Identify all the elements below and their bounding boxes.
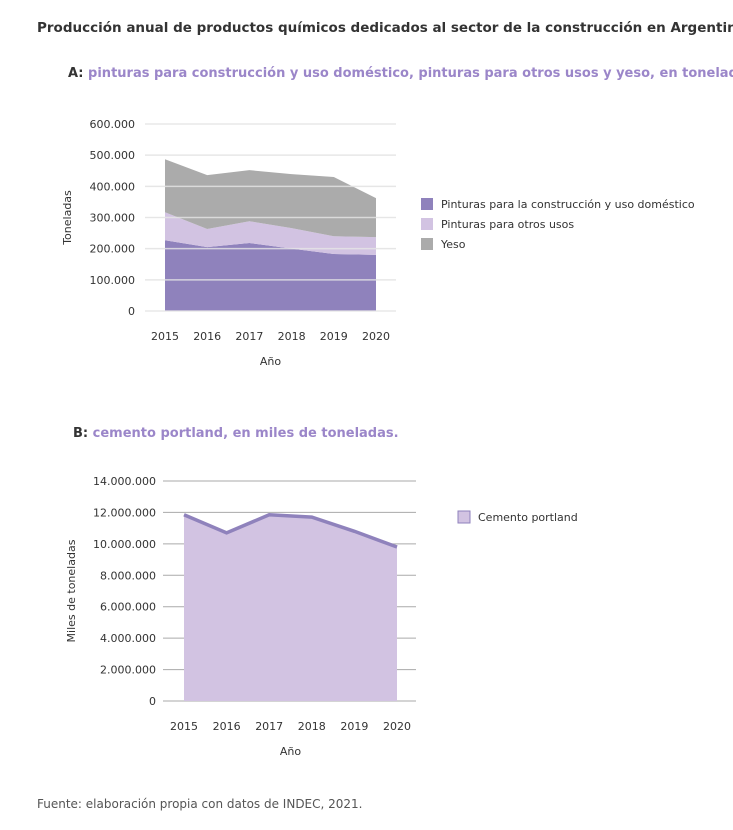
a-area-1 <box>165 212 376 255</box>
a-legend-swatch <box>421 218 433 230</box>
a-x-tick-label: 2015 <box>151 330 179 343</box>
chart-b-subtitle: B: cemento portland, en miles de tonelad… <box>73 426 399 441</box>
b-y-tick-label: 14.000.000 <box>93 475 156 488</box>
a-y-tick-label: 200.000 <box>90 243 136 256</box>
b-y-tick-label: 8.000.000 <box>100 569 156 582</box>
b-x-tick-label: 2016 <box>213 720 241 733</box>
b-y-axis-title: Miles de toneladas <box>65 539 78 642</box>
chart-a-subtitle: A: pinturas para construcción y uso domé… <box>68 66 733 81</box>
b-y-tick-label: 12.000.000 <box>93 506 156 519</box>
b-legend-swatch <box>457 510 471 524</box>
b-x-tick-label: 2015 <box>170 720 198 733</box>
chart-a-prefix: A: <box>68 66 84 81</box>
source-note: Fuente: elaboración propia con datos de … <box>37 797 363 811</box>
a-y-tick-label: 300.000 <box>90 212 136 225</box>
chart-b-prefix: B: <box>73 426 89 441</box>
b-x-tick-label: 2017 <box>255 720 283 733</box>
b-legend-label: Cemento portland <box>478 511 578 524</box>
a-x-axis-title: Año <box>260 355 281 368</box>
a-x-tick-label: 2018 <box>278 330 306 343</box>
b-y-tick-label: 6.000.000 <box>100 601 156 614</box>
b-y-tick-label: 10.000.000 <box>93 538 156 551</box>
a-x-tick-label: 2017 <box>235 330 263 343</box>
b-y-tick-label: 4.000.000 <box>100 632 156 645</box>
a-y-tick-label: 400.000 <box>90 180 136 193</box>
a-legend-label: Pinturas para la construcción y uso domé… <box>441 198 695 211</box>
b-area-0 <box>184 514 397 701</box>
a-area-0 <box>165 240 376 311</box>
page-title: Producción anual de productos químicos d… <box>37 20 733 36</box>
b-x-tick-label: 2019 <box>340 720 368 733</box>
b-series-line <box>183 513 398 549</box>
a-legend-swatch <box>421 198 433 210</box>
a-legend-label: Pinturas para otros usos <box>441 218 574 231</box>
a-x-tick-label: 2019 <box>320 330 348 343</box>
chart-b-title: cemento portland, en miles de toneladas. <box>92 426 399 441</box>
b-x-tick-label: 2020 <box>383 720 411 733</box>
a-legend-label: Yeso <box>440 238 466 251</box>
a-y-tick-label: 0 <box>128 305 135 318</box>
a-legend-swatch <box>421 238 433 250</box>
b-x-axis-title: Año <box>280 745 301 758</box>
a-y-axis-title: Toneladas <box>61 190 74 246</box>
a-x-tick-label: 2020 <box>362 330 390 343</box>
a-y-tick-label: 600.000 <box>90 118 136 131</box>
a-y-tick-label: 100.000 <box>90 274 136 287</box>
b-y-tick-label: 0 <box>149 695 156 708</box>
a-x-tick-label: 2016 <box>193 330 221 343</box>
b-y-tick-label: 2.000.000 <box>100 664 156 677</box>
a-y-tick-label: 500.000 <box>90 149 136 162</box>
b-x-tick-label: 2018 <box>298 720 326 733</box>
chart-a-title: pinturas para construcción y uso domésti… <box>88 66 733 81</box>
